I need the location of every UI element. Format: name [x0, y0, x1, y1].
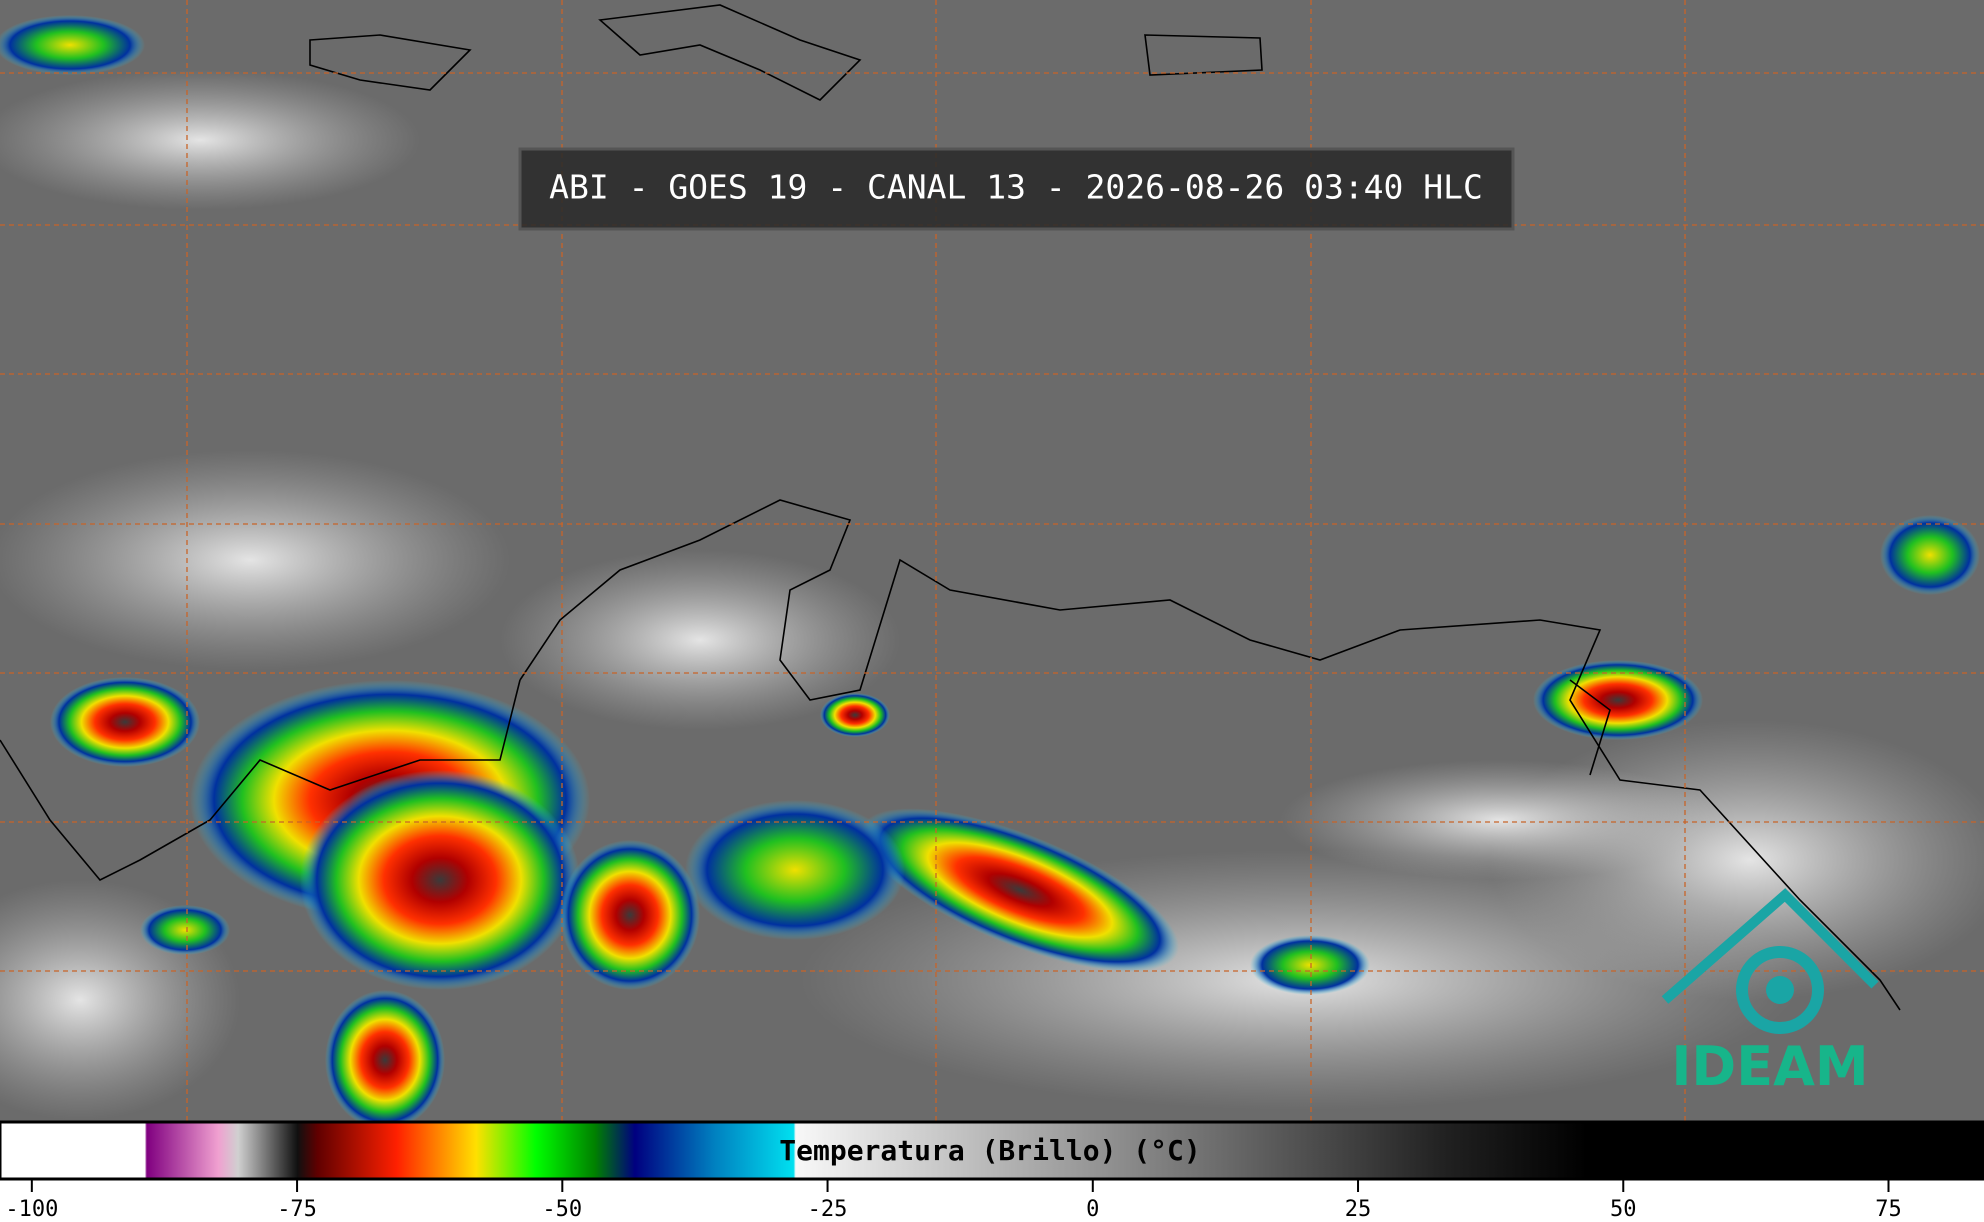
tick-label: -50 [542, 1197, 582, 1222]
colorbar [0, 1120, 1984, 1181]
tick-label: 50 [1610, 1197, 1637, 1222]
tick-label: -25 [808, 1197, 848, 1222]
logo: IDEAM [1661, 888, 1879, 1098]
storms [0, 15, 1980, 1130]
title: ABI - GOES 19 - CANAL 13 - 2026-08-26 03… [549, 168, 1483, 207]
colorbar-ticks: -100 -75 -50 -25 0 25 50 75 [5, 1179, 1902, 1222]
title-box [518, 147, 1515, 231]
tick-label: 75 [1875, 1197, 1902, 1222]
colorbar-label: Temperatura (Brillo) (°C) [779, 1134, 1200, 1167]
tick-label: -75 [277, 1197, 317, 1222]
coastlines [0, 4, 1901, 1011]
logo-text: IDEAM [1671, 1035, 1868, 1098]
tick-label: 0 [1086, 1197, 1099, 1222]
tick-label: -100 [5, 1197, 58, 1222]
tick-label: 25 [1345, 1197, 1372, 1222]
